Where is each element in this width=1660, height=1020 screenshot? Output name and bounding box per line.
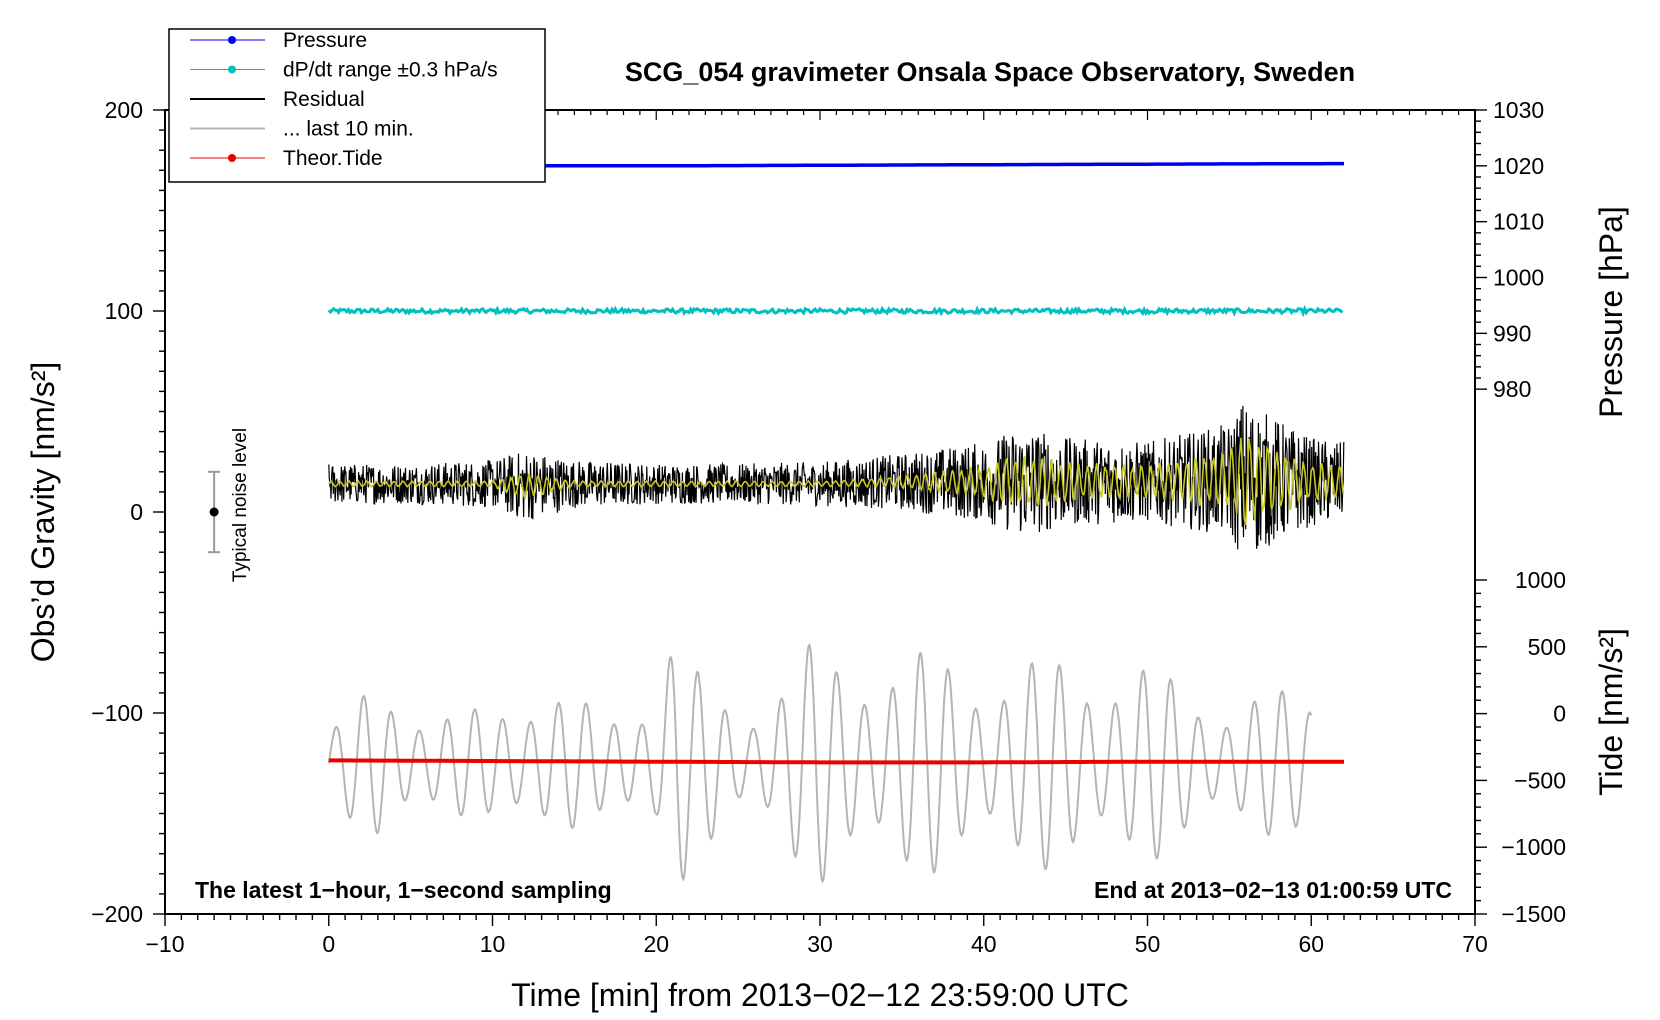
y-axis-title-pressure: Pressure [hPa] <box>1593 206 1629 418</box>
pressure-tick-label: 990 <box>1493 320 1531 346</box>
residual-line <box>328 405 1345 550</box>
y-tick-label: 200 <box>105 97 143 123</box>
pressure-tick-label: 1030 <box>1493 97 1544 123</box>
x-tick-label: 0 <box>322 931 335 957</box>
series-layer <box>327 161 1345 884</box>
x-tick-label: 30 <box>807 931 833 957</box>
x-tick-label: 60 <box>1298 931 1324 957</box>
pressure-tick-label: 1000 <box>1493 265 1544 291</box>
tide-line <box>328 758 1344 765</box>
y-axis-title-tide: Tide [nm/s²] <box>1593 628 1629 796</box>
legend-label: Residual <box>283 88 365 111</box>
x-tick-label: 70 <box>1462 931 1488 957</box>
legend-label: dP/dt range ±0.3 hPa/s <box>283 59 498 82</box>
legend-marker <box>228 154 236 162</box>
legend-label: Pressure <box>283 29 367 52</box>
annotation-sampling: The latest 1−hour, 1−second sampling <box>195 877 612 903</box>
y-tick-label: 100 <box>105 298 143 324</box>
noise-level-label: Typical noise level <box>230 428 251 582</box>
y-tick-label: −100 <box>91 700 143 726</box>
tide-tick-label: 0 <box>1553 701 1566 727</box>
tide-tick-label: 500 <box>1528 634 1566 660</box>
legend-label: Theor.Tide <box>283 147 383 170</box>
x-tick-label: 20 <box>643 931 669 957</box>
x-tick-label: 40 <box>971 931 997 957</box>
legend: Pressure dP/dt range ±0.3 hPa/s Residual..… <box>168 28 546 183</box>
legend-label: ... last 10 min. <box>283 118 414 141</box>
pressure-tick-label: 1020 <box>1493 153 1544 179</box>
y-axis-title-left: Obs’d Gravity [nm/s²] <box>25 362 61 663</box>
x-tick-label: 10 <box>480 931 506 957</box>
x-axis-title: Time [min] from 2013−02−12 23:59:00 UTC <box>511 977 1129 1013</box>
tide-tick-label: −1500 <box>1501 901 1566 927</box>
pressure-tick-label: 1010 <box>1493 209 1544 235</box>
noise-point <box>209 507 219 517</box>
tide-tick-label: 1000 <box>1515 567 1566 593</box>
noise-level-marker: Typical noise level <box>208 428 251 582</box>
legend-marker <box>228 65 236 74</box>
legend-marker <box>228 36 236 44</box>
plot-frame <box>164 109 1476 915</box>
tick-layer: −10 0 10 20 30 40 50 60 702001000−100−2001030102… <box>91 97 1566 957</box>
x-tick-label: −10 <box>145 931 184 957</box>
dpdt-line <box>327 305 1344 318</box>
residual-filtered-line <box>328 437 1345 525</box>
tide-tick-label: −500 <box>1514 767 1566 793</box>
tide-tick-label: −1000 <box>1501 834 1566 860</box>
chart-title: SCG_054 gravimeter Onsala Space Observat… <box>625 57 1355 87</box>
last-10-min-line <box>327 642 1313 884</box>
y-tick-label: −200 <box>91 901 143 927</box>
annotation-end-time: End at 2013−02−13 01:00:59 UTC <box>1094 877 1452 903</box>
y-tick-label: 0 <box>130 499 143 525</box>
pressure-tick-label: 980 <box>1493 376 1531 402</box>
x-tick-label: 50 <box>1135 931 1161 957</box>
